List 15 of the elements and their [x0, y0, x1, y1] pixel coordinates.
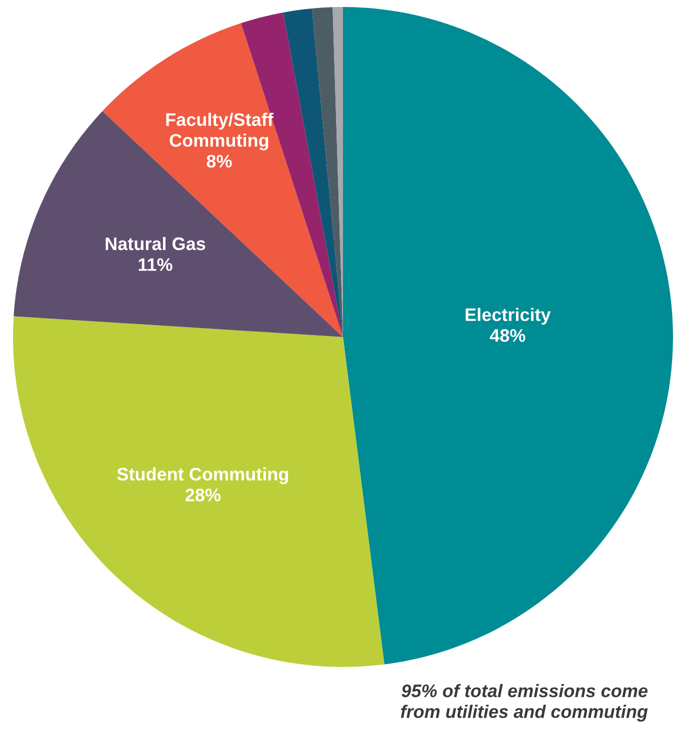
data-label: 11%: [138, 258, 172, 271]
slice-label: Natural Gas: [106, 236, 206, 250]
pie-slice: [102, 23, 343, 337]
data-label: 48%: [490, 329, 526, 342]
slice-label: Faculty/Staff Commuting: [166, 112, 274, 150]
slice-label: Student Commuting: [117, 467, 288, 484]
pie-slice: [312, 7, 343, 337]
pie-slice: [343, 7, 673, 664]
data-label: 8%: [206, 154, 232, 168]
text: 95% of total emissions come from utilities and commuting: [400, 684, 648, 722]
pie-slice: [14, 111, 343, 337]
pie-slice: [283, 8, 343, 337]
pie-slice: [13, 316, 384, 667]
slice-label: Electricity: [466, 308, 551, 325]
data-label: 28%: [186, 488, 221, 502]
